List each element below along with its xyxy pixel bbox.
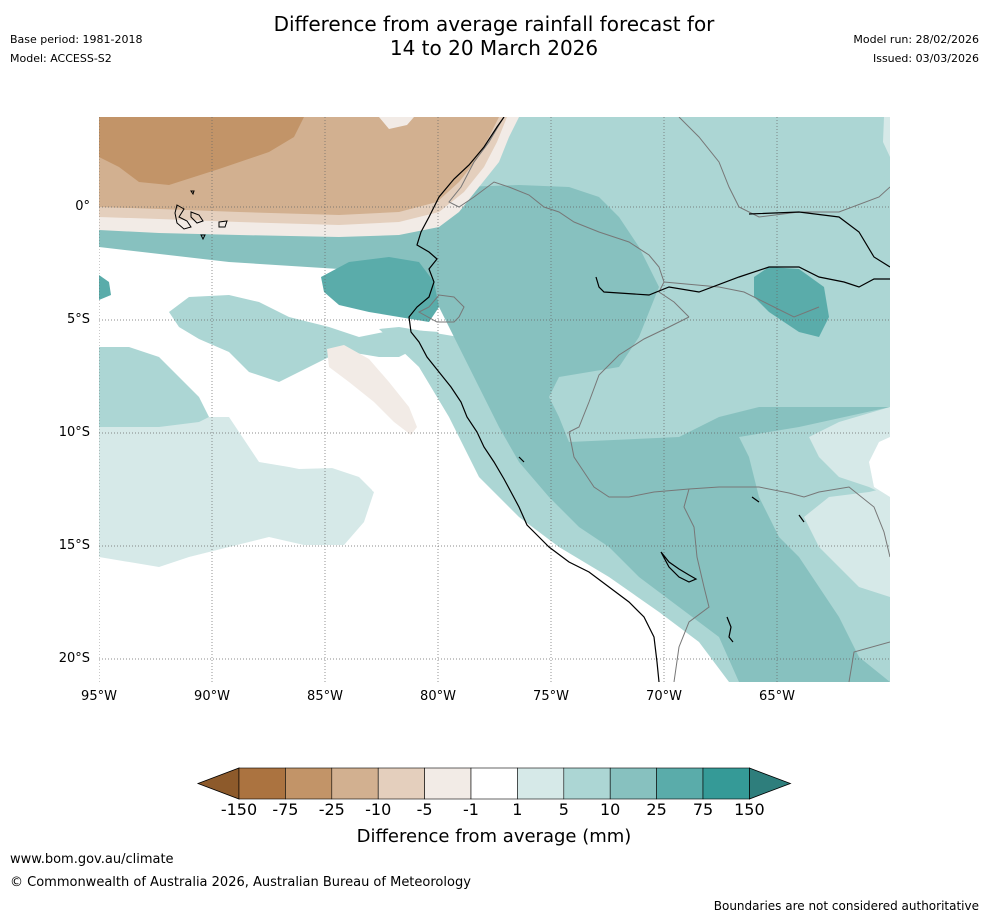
- contour-1-5-band: [99, 397, 374, 567]
- lat-label-5s: 5°S: [66, 312, 90, 327]
- meta-right: Model run: 28/02/2026 Issued: 03/03/2026: [853, 30, 979, 68]
- contour-neutral-ocean: [99, 337, 659, 682]
- lat-label-20s: 20°S: [58, 651, 90, 666]
- colorbar-cell: [331, 767, 379, 800]
- colorbar-tick-label: 5: [558, 800, 569, 819]
- contour-5-10-ne: [837, 117, 890, 177]
- footer-copyright: © Commonwealth of Australia 2026, Austra…: [10, 875, 471, 890]
- colorbar-tick-label: -75: [272, 800, 299, 819]
- lat-label-0: 0°: [75, 199, 90, 214]
- galapagos-islands: [174, 190, 228, 241]
- contour-1-5-east: [809, 407, 890, 497]
- contour-1-5-east-2: [804, 487, 890, 597]
- colorbar-extend-low: [196, 767, 240, 800]
- contour-25-75-amazon: [754, 267, 829, 337]
- dry-patch-south: [327, 345, 417, 435]
- neutral-patch-north: [379, 117, 414, 129]
- colorbar-cell: [238, 767, 286, 800]
- lat-label-10s: 10°S: [58, 425, 90, 440]
- footer-disclaimer: Boundaries are not considered authoritat…: [713, 899, 979, 913]
- contour-5-10-pacific: [169, 295, 439, 382]
- neutral-east: [869, 437, 890, 497]
- lon-label-65w: 65°W: [759, 689, 795, 704]
- graticule: [99, 117, 890, 682]
- model-run: Model run: 28/02/2026: [853, 33, 979, 46]
- colorbar-extend-high: [749, 767, 792, 800]
- map-svg: [99, 117, 890, 682]
- colorbar-tick-label: 150: [734, 800, 765, 819]
- contour-1-5-ne-corner: [883, 117, 890, 157]
- model-name: Model: ACCESS-S2: [10, 52, 112, 65]
- colorbar-cell: [563, 767, 611, 800]
- colorbar-cell: [377, 767, 425, 800]
- colorbar-tick-label: -5: [416, 800, 433, 819]
- colorbar-cell: [517, 767, 565, 800]
- lon-label-85w: 85°W: [307, 689, 343, 704]
- colorbar-cell: [609, 767, 657, 800]
- contour-5-10-north: [629, 195, 759, 237]
- chart-title: Difference from average rainfall forecas…: [0, 12, 988, 60]
- contour-5-10-inland: [549, 327, 890, 407]
- lon-label-95w: 95°W: [81, 689, 117, 704]
- contour-25-75-west: [99, 275, 111, 300]
- colorbar-tick-label: 25: [646, 800, 667, 819]
- colorbar-cell: [285, 767, 333, 800]
- colorbar-cell: [470, 767, 518, 800]
- colorbar-cells: [196, 767, 792, 800]
- base-period: Base period: 1981-2018: [10, 33, 143, 46]
- colorbar-tick-label: -150: [220, 800, 258, 819]
- footer-url[interactable]: www.bom.gov.au/climate: [10, 852, 174, 867]
- colorbar-tick-label: -10: [365, 800, 392, 819]
- colorbar-title: Difference from average (mm): [356, 826, 632, 847]
- colorbar-tick-label: 10: [600, 800, 621, 819]
- lat-label-15s: 15°S: [58, 538, 90, 553]
- meta-left: Base period: 1981-2018 Model: ACCESS-S2: [10, 30, 142, 68]
- coastline: [408, 117, 890, 682]
- contour-10-25: [99, 117, 890, 682]
- contour-neg25-neg75: [99, 117, 304, 185]
- colorbar-cell: [702, 767, 750, 800]
- rainfall-anomaly-map: [99, 117, 890, 682]
- issued-date: Issued: 03/03/2026: [872, 52, 979, 65]
- contour-25-75-coast: [321, 257, 439, 322]
- colorbar-tick-label: 1: [512, 800, 523, 819]
- colorbar-tick-label: 75: [692, 800, 714, 819]
- colorbar-tick-label: -1: [463, 800, 479, 819]
- colorbar-cell: [656, 767, 704, 800]
- lon-label-70w: 70°W: [646, 689, 682, 704]
- lon-label-75w: 75°W: [533, 689, 569, 704]
- colorbar-tick-label: -25: [318, 800, 345, 819]
- lon-label-90w: 90°W: [194, 689, 230, 704]
- colorbar-cell: [424, 767, 472, 800]
- contour-5-10-west: [99, 347, 209, 427]
- title-line-1: Difference from average rainfall forecas…: [273, 12, 715, 36]
- lon-label-80w: 80°W: [420, 689, 456, 704]
- country-borders: [417, 117, 890, 682]
- title-line-2: 14 to 20 March 2026: [389, 36, 599, 60]
